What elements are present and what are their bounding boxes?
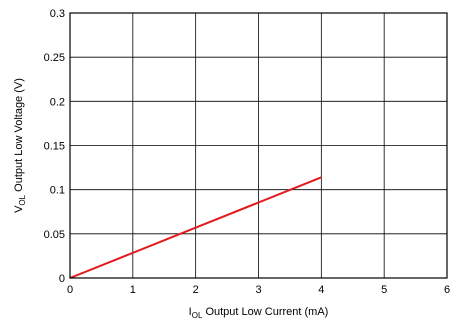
y-tick-label: 0.05 bbox=[44, 229, 65, 241]
y-tick-label: 0.1 bbox=[50, 185, 65, 197]
y-axis-symbol: V bbox=[13, 205, 25, 213]
x-tick-label: 2 bbox=[193, 284, 199, 296]
y-axis-title: VOL Output Low Voltage (V) bbox=[13, 78, 27, 213]
x-tick-labels: 0 1 2 3 4 5 6 bbox=[67, 284, 450, 296]
y-tick-label: 0.15 bbox=[44, 141, 65, 153]
x-tick-label: 0 bbox=[67, 284, 73, 296]
x-tick-label: 5 bbox=[381, 284, 387, 296]
x-axis-subscript: OL bbox=[192, 311, 203, 320]
y-tick-label: 0.3 bbox=[50, 8, 65, 20]
x-tick-label: 6 bbox=[444, 284, 450, 296]
plot-frame bbox=[69, 12, 448, 279]
y-tick-label: 0.25 bbox=[44, 52, 65, 64]
y-axis-label-text: Output Low Voltage (V) bbox=[13, 78, 25, 195]
series-lines bbox=[69, 176, 322, 279]
y-axis-subscript: OL bbox=[18, 194, 27, 205]
x-axis-symbol: I bbox=[189, 306, 192, 318]
series-line bbox=[69, 176, 322, 279]
x-axis-title: IOL Output Low Current (mA) bbox=[189, 306, 329, 320]
x-tick-label: 3 bbox=[255, 284, 261, 296]
grid-lines bbox=[70, 13, 447, 278]
x-tick-label: 4 bbox=[318, 284, 324, 296]
y-tick-labels: 0 0.05 0.1 0.15 0.2 0.25 0.3 bbox=[44, 8, 65, 285]
x-tick-label: 1 bbox=[130, 284, 136, 296]
y-tick-label: 0 bbox=[59, 273, 65, 285]
y-tick-label: 0.2 bbox=[50, 96, 65, 108]
x-axis-label-text: Output Low Current (mA) bbox=[202, 306, 328, 318]
